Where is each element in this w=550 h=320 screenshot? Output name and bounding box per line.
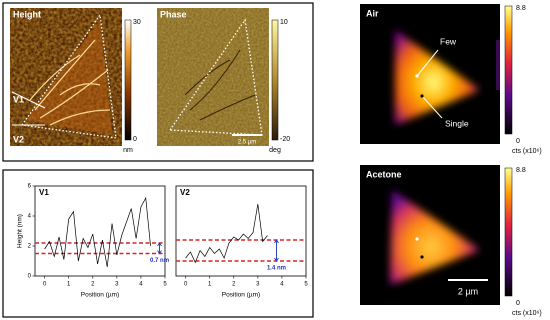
pl-map-air bbox=[360, 4, 500, 144]
x-tick-label: 2 bbox=[91, 282, 95, 288]
x-tick-label: 3 bbox=[115, 282, 119, 288]
annotation: Few bbox=[440, 36, 457, 46]
annotation: Single bbox=[445, 118, 469, 128]
height-map bbox=[10, 8, 122, 146]
chart-title: V2 bbox=[180, 188, 190, 197]
profile-line bbox=[44, 196, 151, 268]
colorbar bbox=[504, 167, 513, 297]
colorbar-unit: deg bbox=[269, 147, 281, 154]
profile-line bbox=[185, 203, 268, 264]
scale-bar-label: 2 µm bbox=[458, 286, 478, 296]
colorbar-max: 30 bbox=[133, 19, 141, 26]
x-tick-label: 2 bbox=[232, 282, 236, 288]
y-tick-label: 4 bbox=[28, 214, 32, 220]
colorbar-unit: cts (x10⁶) bbox=[512, 148, 542, 155]
plot-frame bbox=[34, 185, 166, 277]
colorbar bbox=[271, 19, 279, 141]
x-tick-label: 3 bbox=[256, 282, 260, 288]
y-axis-label: Height (nm) bbox=[17, 214, 24, 248]
map-label: Air bbox=[366, 8, 379, 18]
chart-title: V1 bbox=[39, 188, 49, 197]
profile-marker: V1 bbox=[13, 94, 24, 104]
colorbar bbox=[504, 5, 513, 135]
phase-map bbox=[157, 8, 269, 146]
annotation: 1.4 nm bbox=[267, 266, 286, 272]
x-tick-label: 5 bbox=[163, 282, 167, 288]
x-tick-label: 1 bbox=[67, 282, 71, 288]
profile-charts: V1 0 1 2 3 4 5 0 2 4 6 Position (µm) Height (nm) 0.7 … bbox=[17, 184, 309, 299]
profile-marker: V2 bbox=[13, 134, 24, 144]
scale-bar-label: 2.5 µm bbox=[238, 140, 256, 146]
x-tick-label: 0 bbox=[43, 282, 47, 288]
x-tick-label: 4 bbox=[139, 282, 143, 288]
x-tick-label: 4 bbox=[280, 282, 284, 288]
y-tick-label: 2 bbox=[28, 244, 32, 250]
x-tick-label: 0 bbox=[184, 282, 188, 288]
map-label: Height bbox=[13, 9, 41, 19]
x-axis-label: Position (µm) bbox=[81, 292, 119, 299]
map-label: Phase bbox=[160, 9, 187, 19]
colorbar-min: 0 bbox=[516, 300, 520, 307]
y-tick-label: 6 bbox=[28, 184, 32, 190]
map-label: Acetone bbox=[366, 169, 402, 179]
panel-frame bbox=[2, 169, 314, 318]
pl-map-acetone bbox=[360, 165, 500, 305]
colorbar-max: 8.8 bbox=[516, 5, 526, 12]
colorbar-min: 0 bbox=[133, 136, 137, 143]
annotation-arrowhead bbox=[157, 242, 162, 255]
colorbar-min: -20 bbox=[280, 136, 290, 143]
colorbar-unit: cts (x10⁶) bbox=[512, 310, 542, 317]
annotation-arrowhead bbox=[274, 239, 279, 262]
colorbar-max: 8.8 bbox=[516, 167, 526, 174]
x-tick-label: 1 bbox=[208, 282, 212, 288]
annotation: 0.7 nm bbox=[150, 258, 169, 264]
panel-frame bbox=[2, 2, 314, 162]
colorbar-min: 0 bbox=[516, 138, 520, 145]
colorbar bbox=[124, 19, 132, 141]
x-tick-label: 5 bbox=[304, 282, 308, 288]
x-axis-label: Position (µm) bbox=[222, 292, 260, 299]
colorbar-max: 10 bbox=[280, 19, 288, 26]
y-tick-label: 0 bbox=[28, 274, 32, 280]
colorbar-unit: nm bbox=[123, 147, 133, 154]
plot-frame bbox=[175, 185, 307, 277]
